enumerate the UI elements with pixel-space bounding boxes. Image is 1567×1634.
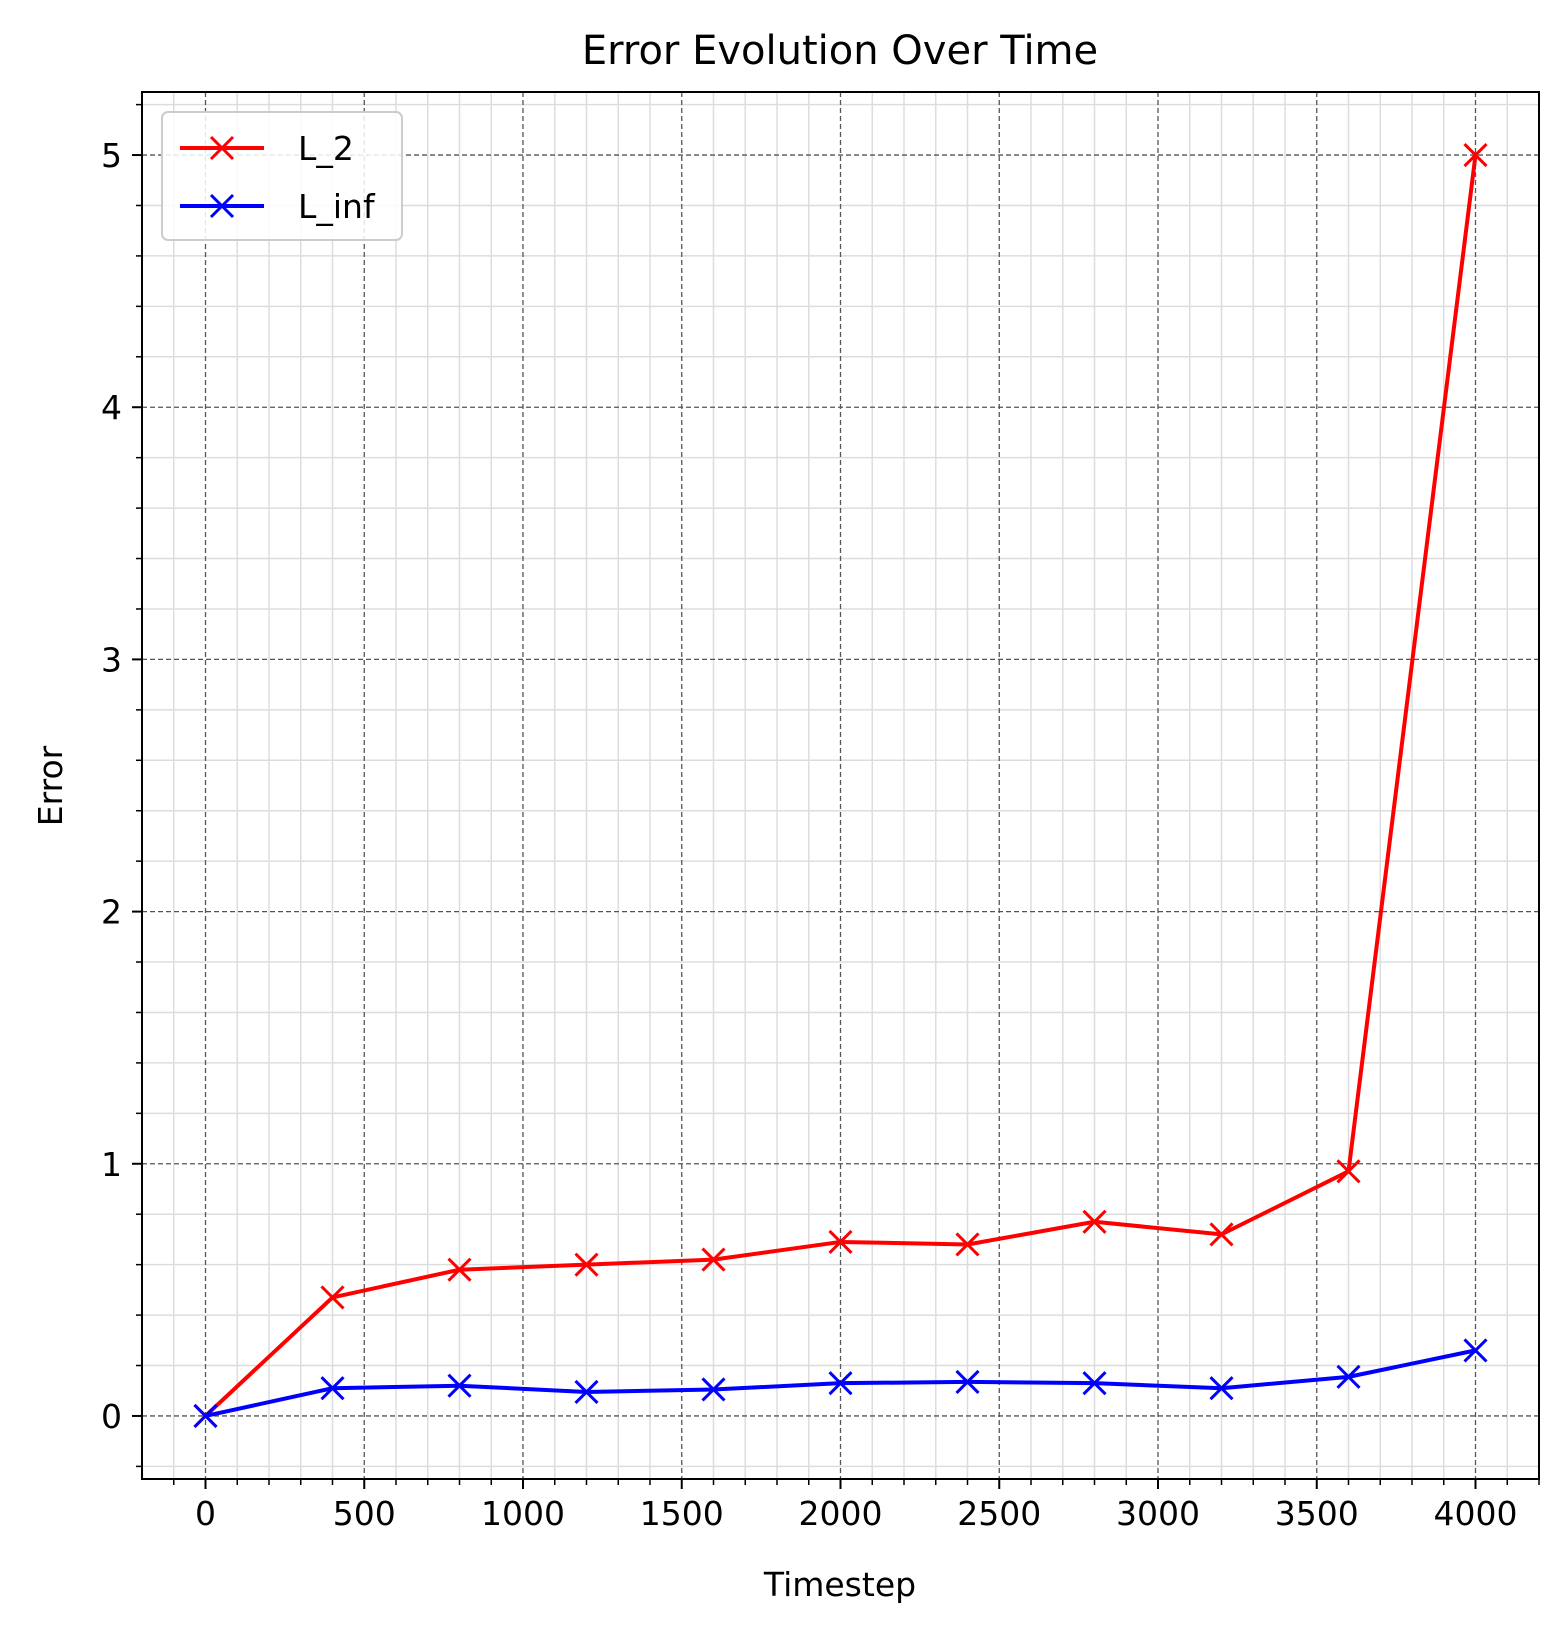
y-tick-label: 1: [101, 1145, 122, 1184]
data-point-l-inf-stroke: [1336, 1364, 1361, 1389]
legend-label-l-2: L_2: [298, 129, 354, 168]
y-tick-label: 4: [101, 388, 122, 427]
x-tick-label: 3500: [1275, 1494, 1359, 1533]
data-point-l-inf: [193, 1403, 218, 1429]
data-point-l-2-stroke: [701, 1247, 726, 1272]
data-point-l-2-stroke: [1463, 142, 1488, 168]
data-point-l-inf: [1463, 1338, 1488, 1363]
legend: L_2 L_inf: [161, 111, 403, 241]
legend-marker-l-2-stroke: [209, 135, 235, 161]
data-point-l-2-stroke: [574, 1252, 599, 1277]
data-point-l-2: [701, 1247, 726, 1272]
data-point-l-inf-stroke: [193, 1403, 218, 1429]
data-point-l-2: [1336, 1159, 1361, 1184]
y-tick-label: 5: [101, 136, 122, 175]
data-point-l-inf-stroke: [320, 1376, 345, 1401]
data-point-l-inf-stroke: [447, 1373, 472, 1398]
data-point-l-inf: [1082, 1371, 1107, 1396]
data-point-l-2-stroke: [828, 1229, 853, 1255]
x-tick-label: 0: [195, 1494, 216, 1533]
data-point-l-2-stroke: [1209, 1222, 1234, 1247]
series-layer: [193, 142, 1488, 1429]
legend-marker-l-inf: [209, 193, 235, 219]
legend-marker-l-inf-stroke: [209, 193, 235, 219]
series-l-inf: [193, 1338, 1488, 1429]
legend-marker-l-2: [209, 135, 235, 161]
data-point-l-inf: [1209, 1376, 1234, 1401]
y-axis-ticks: 0 1 2 3 4 5: [101, 103, 142, 1468]
data-point-l-2-stroke: [1082, 1209, 1107, 1234]
x-tick-label: 2500: [957, 1494, 1041, 1533]
data-point-l-2-stroke: [447, 1257, 472, 1282]
legend-item-l-2: L_2: [180, 129, 354, 168]
data-point-l-inf-stroke: [955, 1369, 980, 1394]
data-point-l-2: [1082, 1209, 1107, 1234]
x-tick-label: 4000: [1434, 1494, 1518, 1533]
data-point-l-2: [1463, 142, 1488, 168]
data-point-l-2: [574, 1252, 599, 1277]
data-point-l-2: [447, 1257, 472, 1282]
y-tick-label: 0: [101, 1397, 122, 1436]
x-tick-label: 1500: [640, 1494, 724, 1533]
x-tick-label: 500: [333, 1494, 396, 1533]
data-point-l-2: [828, 1229, 853, 1255]
data-point-l-inf: [574, 1379, 599, 1405]
data-point-l-inf: [447, 1373, 472, 1398]
x-tick-label: 1000: [481, 1494, 565, 1533]
data-point-l-inf-stroke: [1209, 1376, 1234, 1401]
chart-title: Error Evolution Over Time: [582, 28, 1098, 74]
legend-item-l-inf: L_inf: [180, 187, 376, 226]
data-point-l-2: [955, 1232, 980, 1257]
data-point-l-inf: [828, 1371, 853, 1396]
data-point-l-inf: [320, 1376, 345, 1401]
data-point-l-inf: [1336, 1364, 1361, 1389]
y-axis-label: Error: [31, 745, 70, 826]
data-point-l-2-stroke: [1336, 1159, 1361, 1184]
x-axis-ticks: 0 500 1000 1500 2000 2500 3000 3500 4000: [173, 1479, 1540, 1533]
y-tick-label: 3: [101, 640, 122, 679]
data-point-l-inf-stroke: [574, 1379, 599, 1405]
data-point-l-2: [1209, 1222, 1234, 1247]
data-point-l-inf-stroke: [701, 1377, 726, 1402]
y-tick-label: 2: [101, 893, 122, 932]
data-point-l-inf: [955, 1369, 980, 1394]
data-point-l-inf-stroke: [1463, 1338, 1488, 1363]
legend-label-l-inf: L_inf: [298, 187, 376, 226]
x-axis-label: Timestep: [763, 1565, 916, 1604]
data-point-l-inf: [701, 1377, 726, 1402]
data-point-l-inf-stroke: [828, 1371, 853, 1396]
data-point-l-2-stroke: [320, 1285, 345, 1310]
data-point-l-2-stroke: [955, 1232, 980, 1257]
data-point-l-2: [320, 1285, 345, 1310]
data-point-l-inf-stroke: [1082, 1371, 1107, 1396]
x-tick-label: 2000: [799, 1494, 883, 1533]
x-tick-label: 3000: [1116, 1494, 1200, 1533]
